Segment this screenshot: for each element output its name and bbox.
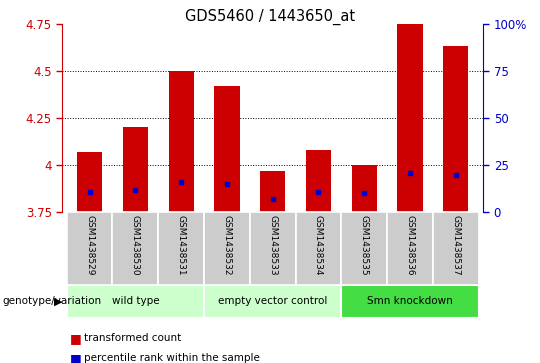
Bar (66, 285, 204, 318)
Text: GSM1438536: GSM1438536 (406, 215, 415, 275)
Text: ■: ■ (70, 332, 82, 345)
Bar (214, 86, 240, 212)
Bar (204, 285, 341, 318)
Text: GSM1438531: GSM1438531 (177, 215, 186, 275)
Text: GSM1438530: GSM1438530 (131, 215, 140, 275)
Bar (66, 212, 112, 285)
Text: ■: ■ (70, 352, 82, 363)
Bar (112, 212, 158, 285)
Bar (250, 212, 295, 285)
Text: GSM1438537: GSM1438537 (451, 215, 460, 275)
Bar (77, 152, 102, 212)
Bar (443, 46, 468, 212)
Text: empty vector control: empty vector control (218, 296, 327, 306)
Bar (168, 71, 194, 212)
Bar (397, 24, 423, 212)
Bar (158, 212, 204, 285)
Text: GSM1438529: GSM1438529 (85, 215, 94, 275)
Text: ▶: ▶ (54, 296, 63, 306)
Bar (341, 212, 387, 285)
Bar (341, 285, 479, 318)
Text: Smn knockdown: Smn knockdown (367, 296, 453, 306)
Bar (204, 212, 250, 285)
Bar (123, 127, 148, 212)
Text: transformed count: transformed count (84, 334, 181, 343)
Bar (260, 171, 285, 212)
Text: genotype/variation: genotype/variation (3, 296, 102, 306)
Text: wild type: wild type (112, 296, 159, 306)
Bar (387, 212, 433, 285)
Bar (295, 212, 341, 285)
Bar (433, 212, 479, 285)
Bar (306, 150, 331, 212)
Text: GSM1438535: GSM1438535 (360, 215, 369, 275)
Text: GSM1438534: GSM1438534 (314, 215, 323, 275)
Text: percentile rank within the sample: percentile rank within the sample (84, 354, 260, 363)
Bar (352, 165, 377, 212)
Text: GDS5460 / 1443650_at: GDS5460 / 1443650_at (185, 9, 355, 25)
Text: GSM1438533: GSM1438533 (268, 215, 277, 275)
Text: GSM1438532: GSM1438532 (222, 215, 232, 275)
